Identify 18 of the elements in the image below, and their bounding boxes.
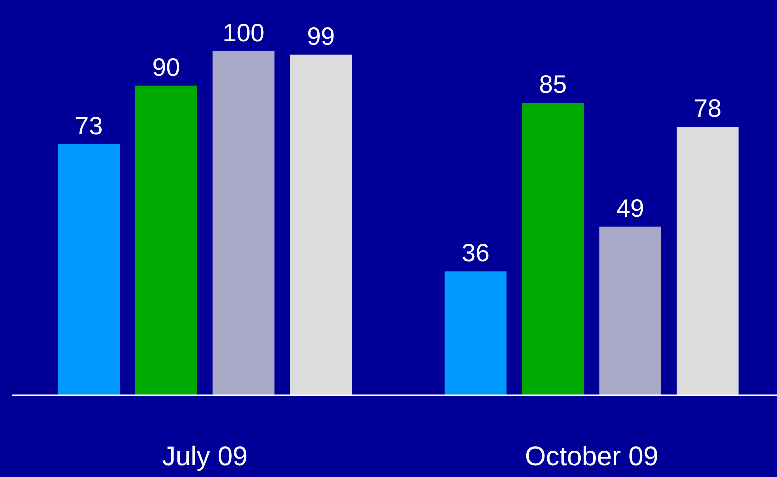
bar xyxy=(444,272,507,396)
x-tick-label: July 09 xyxy=(162,442,248,472)
data-label: 85 xyxy=(539,71,568,100)
bar xyxy=(58,144,120,396)
x-tick-label: October 09 xyxy=(525,442,659,472)
data-label: 36 xyxy=(462,240,490,268)
data-label: 100 xyxy=(222,19,265,48)
bar xyxy=(135,86,198,396)
data-label: 90 xyxy=(152,54,180,82)
bar xyxy=(600,226,662,396)
bar xyxy=(522,103,584,396)
data-label: 73 xyxy=(75,112,103,140)
bar xyxy=(676,127,739,396)
data-label: 78 xyxy=(694,95,722,124)
data-label: 99 xyxy=(307,22,336,51)
data-label: 49 xyxy=(616,194,644,223)
bar xyxy=(290,54,352,396)
bar xyxy=(212,51,275,396)
